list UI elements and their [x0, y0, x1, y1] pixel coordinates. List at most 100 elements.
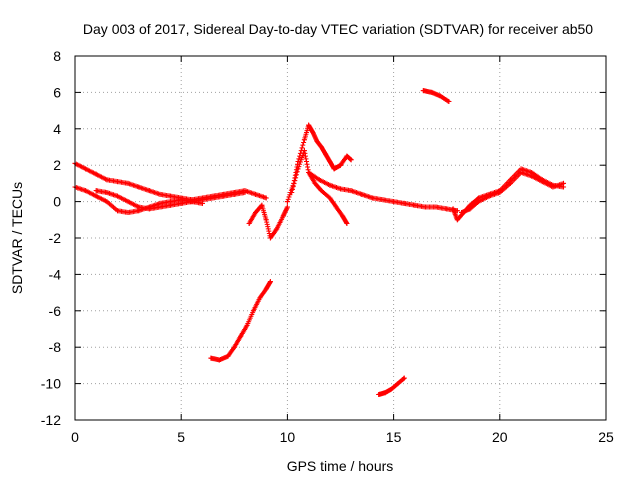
data-point — [83, 188, 89, 194]
data-point — [327, 159, 333, 165]
data-point — [263, 217, 269, 223]
data-point — [454, 217, 460, 223]
y-tick-label-7: 2 — [53, 157, 61, 173]
data-point — [231, 344, 237, 350]
y-tick-label-4: -4 — [49, 266, 62, 282]
data-point — [333, 204, 339, 210]
data-point — [331, 166, 337, 172]
data-point — [250, 308, 256, 314]
data-point — [238, 333, 244, 339]
series-arc-1 — [72, 160, 269, 203]
data-point — [274, 226, 280, 232]
data-point — [225, 353, 231, 359]
data-point — [189, 199, 195, 205]
y-tick-label-9: 6 — [53, 84, 61, 100]
data-point — [136, 184, 142, 190]
grid — [75, 56, 606, 420]
data-point — [114, 193, 120, 199]
data-point — [253, 210, 259, 216]
data-point — [459, 210, 465, 216]
data-point — [246, 220, 252, 226]
y-tick-label-0: -12 — [41, 412, 61, 428]
data-point — [244, 322, 250, 328]
data-point — [391, 199, 397, 205]
data-point — [359, 191, 365, 197]
data-point — [104, 177, 110, 183]
data-point — [146, 206, 152, 212]
data-point — [433, 204, 439, 210]
data-point — [348, 157, 354, 163]
data-point — [539, 179, 545, 185]
y-tick-label-3: -6 — [49, 303, 62, 319]
data-point — [114, 208, 120, 214]
data-point — [437, 93, 443, 99]
data-point — [301, 148, 307, 154]
data-point — [199, 197, 205, 203]
data-point — [518, 169, 524, 175]
y-tick-label-10: 8 — [53, 48, 61, 64]
data-point — [476, 199, 482, 205]
data-point — [327, 182, 333, 188]
data-point — [146, 188, 152, 194]
data-point — [104, 199, 110, 205]
data-point — [388, 386, 394, 392]
data-point — [550, 184, 556, 190]
data-point — [429, 89, 435, 95]
series-arc-3 — [93, 188, 248, 212]
data-point — [529, 173, 535, 179]
data-point — [157, 204, 163, 210]
data-point — [178, 200, 184, 206]
data-point — [280, 213, 286, 219]
y-tick-label-2: -8 — [49, 339, 62, 355]
y-tick-label-6: 0 — [53, 194, 61, 210]
y-tick-label-1: -10 — [41, 376, 61, 392]
series-path-arc-5 — [208, 279, 273, 363]
data-point — [93, 188, 99, 194]
data-point — [318, 188, 324, 194]
data-point — [125, 210, 131, 216]
x-tick-label-4: 20 — [492, 429, 508, 445]
data-point — [168, 193, 174, 199]
data-point — [216, 357, 222, 363]
data-point — [267, 279, 273, 285]
series-path-arc-9 — [376, 375, 407, 398]
series-arc-5 — [208, 279, 273, 363]
data-point — [295, 166, 301, 172]
data-point — [382, 390, 388, 396]
series-arc-9 — [376, 375, 407, 398]
series-arc-10 — [420, 88, 452, 104]
data-point — [395, 381, 401, 387]
series-path-arc-11 — [450, 166, 567, 223]
data-point — [316, 177, 322, 183]
data-point — [369, 195, 375, 201]
series-arc-6 — [284, 122, 354, 205]
x-tick-label-2: 10 — [280, 429, 296, 445]
data-point — [497, 190, 503, 195]
data-point — [344, 153, 350, 159]
y-tick-label-5: -2 — [49, 230, 62, 246]
data-point — [422, 204, 428, 210]
data-point — [376, 392, 382, 398]
data-point — [380, 197, 386, 203]
data-point — [348, 188, 354, 194]
data-point — [507, 180, 513, 186]
chart-title: Day 003 of 2017, Sidereal Day-to-day VTE… — [83, 21, 593, 37]
data-point — [318, 144, 324, 150]
data-point — [323, 151, 329, 157]
data-point — [210, 195, 216, 201]
data-point — [401, 200, 407, 206]
data-point — [312, 180, 318, 186]
data-point — [301, 137, 307, 143]
series-path-arc-6 — [284, 122, 354, 205]
data-point — [310, 129, 316, 135]
x-tick-label-0: 0 — [71, 429, 79, 445]
data-point — [231, 191, 237, 197]
data-point — [114, 179, 120, 185]
plot-frame — [74, 55, 607, 421]
data-point — [267, 235, 273, 241]
data-point — [561, 180, 567, 186]
x-axis-label: GPS time / hours — [287, 458, 394, 474]
x-tick-label-5: 25 — [598, 429, 614, 445]
data-point — [136, 204, 142, 210]
